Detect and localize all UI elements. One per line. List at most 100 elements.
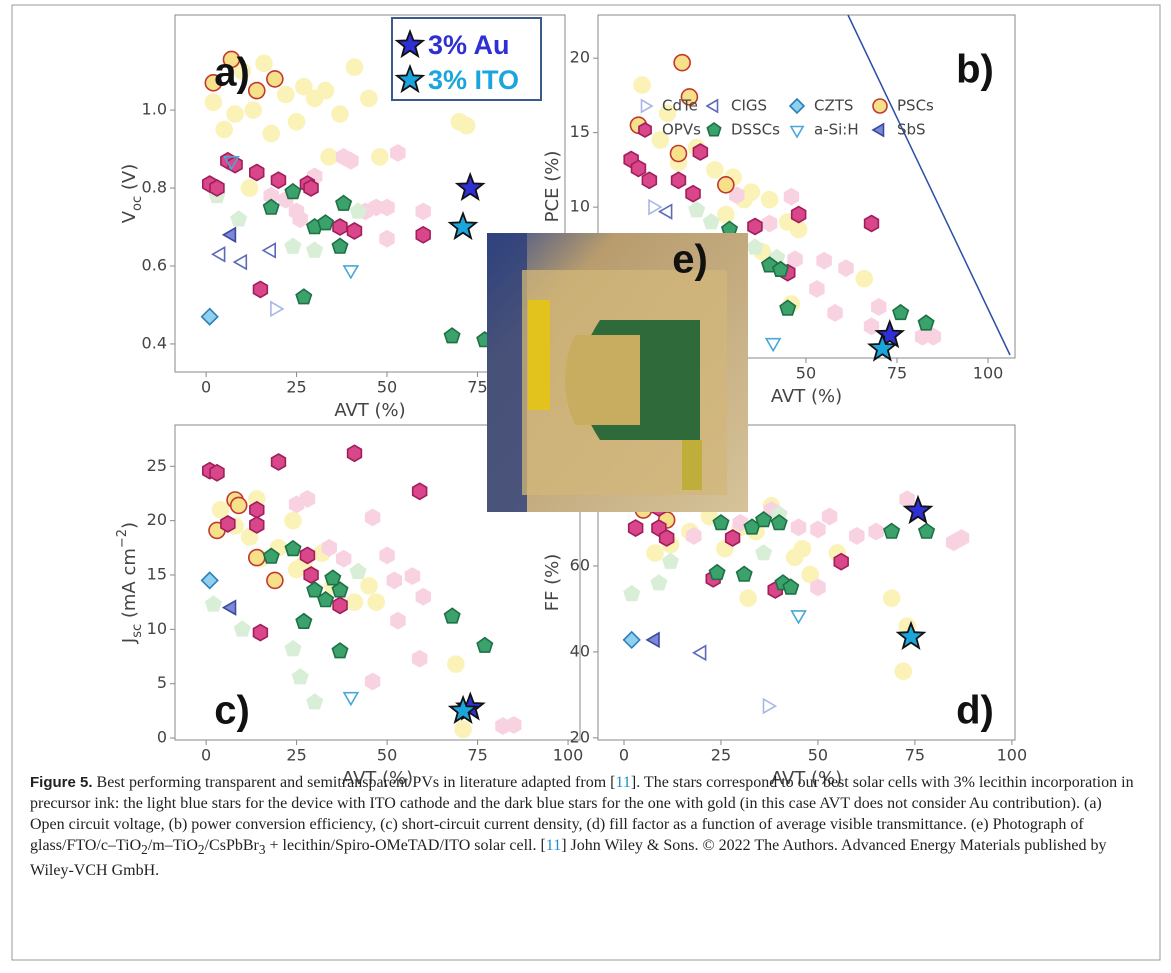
y-axis-label-part: oc [130, 196, 145, 211]
y-tick-label: 0 [157, 728, 167, 747]
legend-label: OPVs [662, 121, 701, 139]
point [366, 674, 380, 690]
y-axis-label-part: PCE (%) [542, 151, 563, 223]
y-tick-label: 20 [570, 48, 590, 67]
point [762, 192, 778, 208]
point [272, 172, 286, 188]
point [285, 513, 301, 529]
legend-label: 3% Au [428, 30, 510, 60]
legend-label: 3% ITO [428, 65, 519, 95]
x-tick-label: 100 [973, 364, 1004, 383]
point [250, 502, 264, 518]
point [884, 590, 900, 606]
point [811, 521, 825, 537]
point [865, 318, 879, 334]
point [687, 528, 701, 544]
point [391, 613, 405, 629]
x-axis-label: AVT (%) [771, 386, 842, 407]
x-tick-label: 25 [286, 378, 306, 397]
caption-text: 2 [141, 842, 148, 857]
point [785, 189, 799, 205]
legend-label: CZTS [814, 97, 853, 115]
point [792, 519, 806, 535]
point [361, 90, 377, 106]
y-axis-label: FF (%) [542, 554, 563, 612]
point [348, 445, 362, 461]
point [406, 568, 420, 584]
point [448, 656, 464, 672]
point [955, 530, 969, 546]
point [660, 530, 674, 546]
caption-text: /CsPbBr [205, 837, 259, 854]
point [346, 59, 362, 75]
point [413, 483, 427, 499]
point [344, 153, 358, 169]
y-axis-label-part: V [119, 210, 140, 223]
point [304, 180, 318, 196]
point [318, 83, 334, 99]
y-axis-label-part: (V) [119, 164, 140, 196]
point [718, 177, 734, 193]
legend-label: CdTe [662, 97, 698, 115]
point [361, 578, 377, 594]
caption-text: /m–TiO [148, 837, 198, 854]
point [632, 160, 646, 176]
point [348, 223, 362, 239]
photo: e) [487, 233, 748, 512]
legend-label: PSCs [897, 97, 934, 115]
legend-label: DSSCs [731, 121, 780, 139]
point [670, 146, 686, 162]
caption-text: 3 [259, 842, 266, 857]
point [839, 260, 853, 276]
y-axis-label: Jsc (mA cm−2) [115, 522, 145, 644]
point [337, 551, 351, 567]
point [242, 180, 258, 196]
point [496, 718, 510, 734]
point [289, 114, 305, 130]
point [642, 172, 656, 188]
point [372, 149, 388, 165]
point [794, 541, 810, 557]
point [301, 491, 315, 507]
point [263, 125, 279, 141]
x-tick-label: 75 [905, 746, 925, 765]
y-tick-label: 0.8 [142, 178, 167, 197]
caption-reference[interactable]: 11 [546, 837, 561, 854]
point [823, 509, 837, 525]
panel-letter: c) [214, 689, 250, 733]
caption-reference[interactable]: 11 [615, 774, 630, 791]
point [740, 590, 756, 606]
x-tick-label: 100 [553, 746, 584, 765]
point [347, 594, 363, 610]
x-tick-label: 25 [286, 746, 306, 765]
point [333, 219, 347, 235]
point [293, 211, 307, 227]
point [791, 221, 807, 237]
y-tick-label: 10 [147, 619, 167, 638]
point [686, 186, 700, 202]
point [413, 651, 427, 667]
point [872, 299, 886, 315]
point [718, 207, 734, 223]
point [726, 530, 740, 546]
x-tick-label: 50 [377, 746, 397, 765]
point [416, 203, 430, 219]
point [267, 572, 283, 588]
point [368, 594, 384, 610]
point [321, 149, 337, 165]
point [869, 524, 883, 540]
point [647, 545, 663, 561]
point [387, 572, 401, 588]
point [272, 454, 286, 470]
x-tick-label: 50 [808, 746, 828, 765]
point [850, 528, 864, 544]
x-tick-label: 75 [467, 746, 487, 765]
point [634, 77, 650, 93]
point [228, 157, 242, 173]
point [216, 122, 232, 138]
point [250, 165, 264, 181]
electrode [565, 335, 640, 425]
gold-contact [682, 440, 702, 490]
point [811, 579, 825, 595]
point [254, 625, 268, 641]
